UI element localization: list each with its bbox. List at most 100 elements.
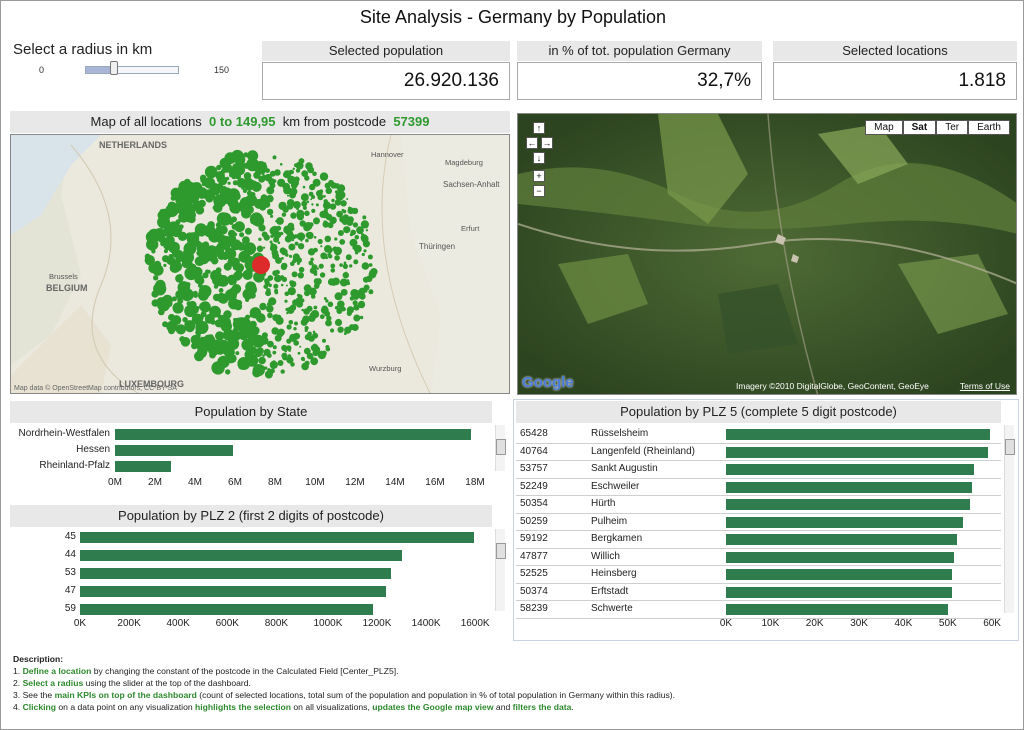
location-point[interactable] <box>267 312 273 319</box>
location-point[interactable] <box>258 175 266 183</box>
location-point[interactable] <box>200 311 207 318</box>
location-point[interactable] <box>215 222 222 228</box>
location-point[interactable] <box>263 284 269 289</box>
location-point[interactable] <box>269 240 273 244</box>
location-point[interactable] <box>209 351 216 359</box>
location-point[interactable] <box>310 310 320 319</box>
location-point[interactable] <box>322 338 326 343</box>
location-point[interactable] <box>188 192 200 204</box>
pan-right-button[interactable]: → <box>541 137 553 149</box>
location-point[interactable] <box>334 237 338 241</box>
location-point[interactable] <box>191 342 198 350</box>
location-point[interactable] <box>183 250 187 255</box>
location-point[interactable] <box>237 242 246 251</box>
location-point[interactable] <box>361 262 370 270</box>
location-point[interactable] <box>312 171 317 177</box>
location-point[interactable] <box>342 214 349 221</box>
location-point[interactable] <box>305 238 309 243</box>
location-point[interactable] <box>329 203 337 210</box>
location-point[interactable] <box>186 301 192 306</box>
location-point[interactable] <box>346 219 354 226</box>
location-point[interactable] <box>296 207 299 211</box>
location-point[interactable] <box>178 211 190 223</box>
location-point[interactable] <box>266 288 271 293</box>
location-point[interactable] <box>296 257 302 264</box>
location-point[interactable] <box>276 225 282 231</box>
location-point[interactable] <box>266 305 274 313</box>
location-point[interactable] <box>218 225 228 235</box>
location-point[interactable] <box>335 250 340 255</box>
location-point[interactable] <box>263 234 270 241</box>
location-point[interactable] <box>278 201 287 211</box>
location-point[interactable] <box>242 177 254 190</box>
satellite-imagery[interactable] <box>518 114 1017 395</box>
location-point[interactable] <box>370 268 378 276</box>
location-point[interactable] <box>286 199 295 207</box>
plz5-bar[interactable] <box>726 429 990 440</box>
location-point[interactable] <box>235 351 240 356</box>
location-point[interactable] <box>313 247 318 253</box>
location-point[interactable] <box>289 304 297 311</box>
location-point[interactable] <box>159 296 173 309</box>
location-point[interactable] <box>329 205 332 208</box>
plz5-bar[interactable] <box>726 569 953 580</box>
location-point[interactable] <box>297 272 304 279</box>
location-point[interactable] <box>229 202 241 214</box>
location-point[interactable] <box>168 241 180 254</box>
location-point[interactable] <box>267 340 274 348</box>
location-point[interactable] <box>317 350 327 360</box>
location-point[interactable] <box>219 157 231 169</box>
plz5-city-label[interactable]: Heinsberg <box>591 568 637 579</box>
location-point[interactable] <box>177 298 184 304</box>
location-point[interactable] <box>337 300 345 309</box>
location-point[interactable] <box>353 244 362 253</box>
location-point[interactable] <box>346 198 349 200</box>
location-point[interactable] <box>223 244 231 252</box>
plz5-code-label[interactable]: 52249 <box>520 480 548 492</box>
location-point[interactable] <box>362 215 367 220</box>
plz5-city-label[interactable]: Sankt Augustin <box>591 463 658 474</box>
zoom-out-button[interactable]: − <box>533 185 545 197</box>
location-point[interactable] <box>185 282 191 287</box>
location-point[interactable] <box>260 195 268 203</box>
location-point[interactable] <box>242 189 247 193</box>
plz2-row-label[interactable]: 44 <box>64 549 76 560</box>
state-bar[interactable] <box>115 445 233 456</box>
plz5-city-label[interactable]: Pulheim <box>591 515 628 527</box>
location-point[interactable] <box>315 203 319 207</box>
plz5-city-label[interactable]: Eschweiler <box>591 480 640 492</box>
location-point[interactable] <box>237 361 246 370</box>
location-point[interactable] <box>215 331 225 341</box>
plz5-city-label[interactable]: Schwerte <box>591 603 633 614</box>
location-point[interactable] <box>306 200 310 204</box>
location-point[interactable] <box>306 231 314 240</box>
location-point[interactable] <box>205 245 219 259</box>
plz5-bar[interactable] <box>726 586 953 598</box>
location-point[interactable] <box>337 184 346 193</box>
location-point[interactable] <box>318 278 321 281</box>
location-point[interactable] <box>245 267 253 276</box>
plz5-scrollbar-thumb[interactable] <box>1005 439 1015 455</box>
location-point[interactable] <box>352 300 358 306</box>
location-point[interactable] <box>263 201 271 208</box>
location-point[interactable] <box>300 298 305 303</box>
location-point[interactable] <box>189 241 193 245</box>
location-point[interactable] <box>249 320 257 329</box>
location-point[interactable] <box>220 244 225 248</box>
location-point[interactable] <box>158 308 165 316</box>
plz2-bar[interactable] <box>80 586 386 597</box>
location-point[interactable] <box>232 332 237 336</box>
location-point[interactable] <box>290 195 294 199</box>
location-point[interactable] <box>163 249 168 254</box>
location-point[interactable] <box>310 198 313 201</box>
location-point[interactable] <box>293 340 300 346</box>
location-point[interactable] <box>281 257 284 260</box>
location-point[interactable] <box>191 313 203 325</box>
location-point[interactable] <box>300 193 309 202</box>
location-point[interactable] <box>206 269 211 274</box>
location-point[interactable] <box>245 314 250 320</box>
location-point[interactable] <box>218 316 232 329</box>
plz5-code-label[interactable]: 40764 <box>520 445 548 457</box>
location-point[interactable] <box>151 290 159 298</box>
location-point[interactable] <box>267 275 274 281</box>
